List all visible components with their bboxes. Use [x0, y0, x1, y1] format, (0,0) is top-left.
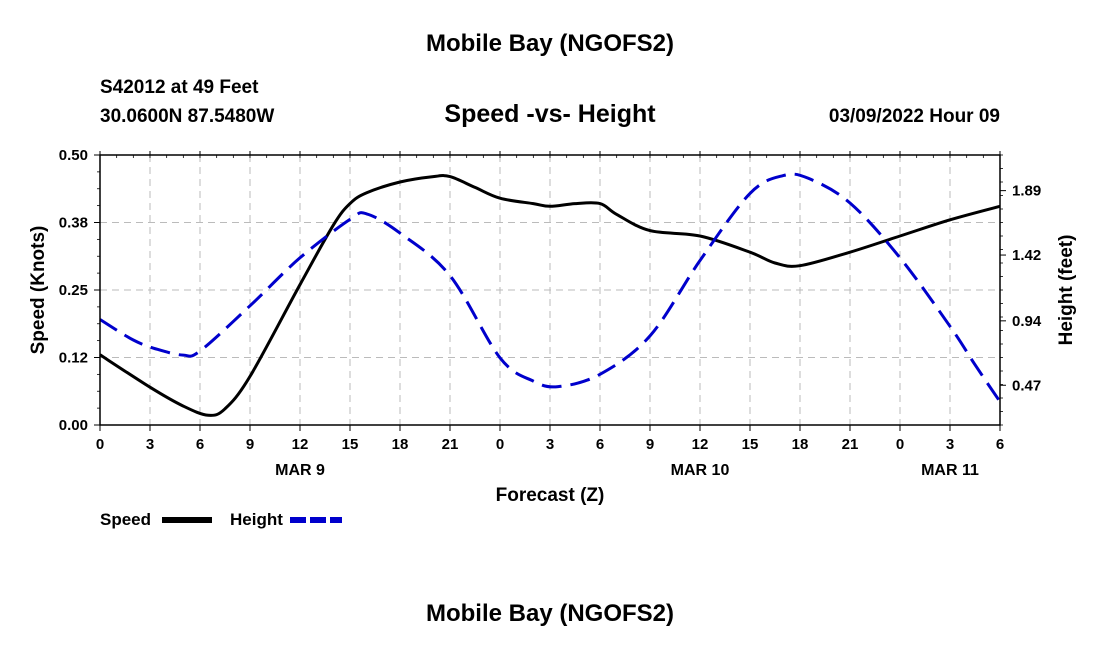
x-tick-label: 12: [692, 436, 709, 453]
y-axis-label: Speed (Knots): [28, 226, 49, 355]
grid: [100, 155, 1000, 425]
y2-tick-label: 1.89: [1012, 183, 1041, 200]
x-tick-label: 3: [146, 436, 154, 453]
legend-height-label: Height: [230, 510, 283, 529]
station-coordinates: 30.0600N 87.5480W: [100, 106, 275, 127]
y-tick-label: 0.00: [59, 417, 88, 434]
x-tick-label: 9: [646, 436, 654, 453]
y2-tick-label: 1.42: [1012, 247, 1041, 264]
footer-title: Mobile Bay (NGOFS2): [425, 600, 675, 627]
series-speed-line: [99, 174, 1001, 417]
forecast-datetime: 03/09/2022 Hour 09: [828, 106, 1000, 127]
x-day-label: MAR 10: [671, 462, 730, 479]
main-title: Mobile Bay (NGOFS2): [425, 30, 675, 57]
x-tick-label: 6: [596, 436, 604, 453]
x-axis-label: Forecast (Z): [496, 485, 605, 506]
legend-speed-label: Speed: [100, 510, 152, 529]
chart-title: Speed -vs- Height: [444, 100, 656, 128]
x-day-label: MAR 11: [921, 462, 979, 479]
x-tick-label: 15: [742, 436, 759, 453]
x-tick-label: 21: [842, 436, 859, 453]
y2-tick-label: 0.94: [1012, 313, 1042, 330]
station-id: S42012 at 49 Feet: [100, 77, 259, 98]
x-tick-label: 12: [292, 436, 309, 453]
x-tick-label: 0: [496, 436, 504, 453]
x-tick-label: 0: [96, 436, 104, 453]
x-tick-label: 18: [392, 436, 409, 453]
axes: 0 3 6 9 12 15 18 21 0 3 6 9 12 15 18 21 0 3 6 MAR 9 MAR 10 MA…: [28, 147, 1077, 506]
y2-axis-label: Height (feet): [1056, 235, 1077, 346]
y-tick-label: 0.25: [59, 282, 88, 299]
y-tick-label: 0.50: [59, 147, 88, 164]
x-tick-label: 18: [792, 436, 809, 453]
x-tick-label: 21: [442, 436, 459, 453]
x-tick-label: 6: [996, 436, 1004, 453]
y-tick-label: 0.38: [59, 215, 88, 232]
x-day-label: MAR 9: [275, 462, 325, 479]
x-tick-label: 6: [196, 436, 204, 453]
x-tick-label: 3: [946, 436, 954, 453]
x-tick-label: 3: [546, 436, 554, 453]
y-tick-label: 0.12: [59, 350, 88, 367]
series-layer: [99, 172, 1002, 417]
y2-tick-label: 0.47: [1012, 377, 1041, 394]
x-tick-label: 15: [342, 436, 359, 453]
series-height-line: [99, 172, 1002, 403]
x-tick-label: 0: [896, 436, 904, 453]
x-tick-label: 9: [246, 436, 254, 453]
